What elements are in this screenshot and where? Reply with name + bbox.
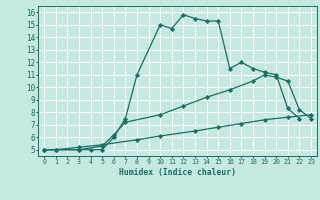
X-axis label: Humidex (Indice chaleur): Humidex (Indice chaleur) [119, 168, 236, 177]
